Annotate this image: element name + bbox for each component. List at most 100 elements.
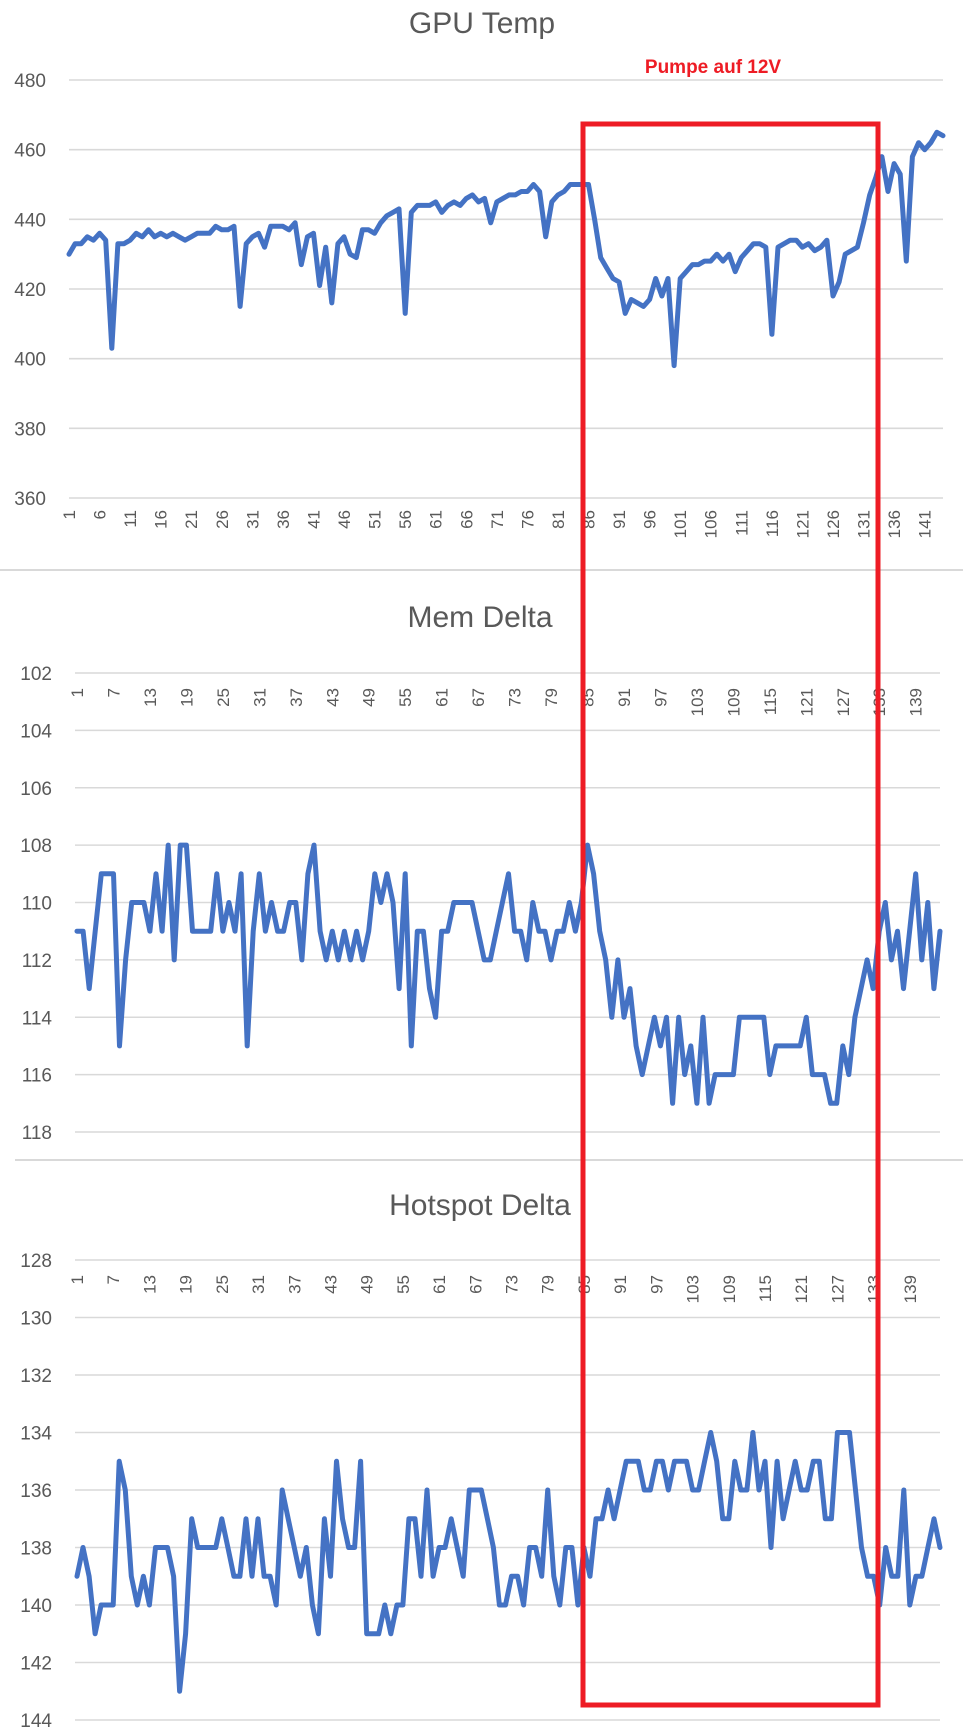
x-tick-label: 31 bbox=[249, 1275, 268, 1294]
x-tick-label: 25 bbox=[214, 688, 233, 707]
y-tick-label: 134 bbox=[20, 1424, 52, 1445]
x-tick-label: 13 bbox=[140, 1275, 159, 1294]
x-tick-label: 19 bbox=[177, 1275, 196, 1294]
x-tick-label: 19 bbox=[177, 688, 196, 707]
x-tick-label: 31 bbox=[243, 510, 262, 529]
x-tick-label: 37 bbox=[285, 1275, 304, 1294]
x-tick-label: 121 bbox=[792, 1275, 811, 1303]
x-tick-label: 6 bbox=[91, 510, 110, 519]
x-tick-label: 25 bbox=[213, 1275, 232, 1294]
x-tick-label: 49 bbox=[360, 688, 379, 707]
chart-title: Mem Delta bbox=[407, 601, 552, 634]
x-tick-label: 81 bbox=[549, 510, 568, 529]
x-tick-label: 21 bbox=[182, 510, 201, 529]
x-tick-label: 66 bbox=[457, 510, 476, 529]
x-tick-label: 46 bbox=[335, 510, 354, 529]
mem-delta-chart: Mem Delta 102 104 106 108 110 112 114 116 118 1 7… bbox=[20, 601, 943, 1144]
y-tick-label: 130 bbox=[20, 1309, 52, 1330]
y-tick-label: 106 bbox=[20, 779, 52, 800]
x-tick-label: 97 bbox=[651, 688, 670, 707]
chart-title: Hotspot Delta bbox=[389, 1189, 571, 1222]
x-axis: 1 7 13 19 25 31 37 43 49 55 61 67 73 79 85 91 97 103 109 11… bbox=[68, 1275, 920, 1303]
x-tick-label: 36 bbox=[274, 510, 293, 529]
y-tick-label: 136 bbox=[20, 1481, 52, 1502]
x-tick-label: 106 bbox=[702, 510, 721, 538]
y-tick-label: 116 bbox=[22, 1066, 52, 1087]
x-tick-label: 67 bbox=[466, 1275, 485, 1294]
x-tick-label: 136 bbox=[885, 510, 904, 538]
y-axis: 480 460 440 420 400 380 360 bbox=[14, 71, 943, 510]
x-tick-label: 121 bbox=[793, 510, 812, 538]
x-tick-label: 11 bbox=[121, 510, 140, 528]
x-tick-label: 55 bbox=[394, 1275, 413, 1294]
x-tick-label: 67 bbox=[469, 688, 488, 707]
y-tick-label: 118 bbox=[22, 1123, 52, 1144]
y-tick-label: 132 bbox=[20, 1366, 52, 1387]
y-tick-label: 142 bbox=[20, 1654, 52, 1675]
hotspot-delta-line bbox=[74, 1430, 943, 1694]
x-axis: 1 6 11 16 21 26 31 36 41 46 51 56 61 66 71 76 81 86 91 96 10… bbox=[60, 510, 935, 538]
y-tick-label: 128 bbox=[20, 1251, 52, 1272]
x-tick-label: 79 bbox=[539, 1275, 558, 1294]
x-tick-label: 1 bbox=[60, 510, 79, 519]
mem-delta-line bbox=[74, 842, 943, 1106]
x-tick-label: 133 bbox=[865, 1275, 884, 1303]
x-tick-label: 103 bbox=[688, 688, 707, 716]
y-tick-label: 460 bbox=[14, 141, 46, 162]
y-tick-label: 480 bbox=[14, 71, 46, 92]
x-tick-label: 31 bbox=[250, 688, 269, 707]
y-axis: 128 130 132 134 136 138 140 142 144 bbox=[20, 1251, 940, 1732]
x-tick-label: 103 bbox=[684, 1275, 703, 1303]
x-tick-label: 61 bbox=[427, 510, 446, 529]
x-tick-label: 43 bbox=[321, 1275, 340, 1294]
x-tick-label: 61 bbox=[433, 688, 452, 707]
y-tick-label: 114 bbox=[22, 1008, 53, 1029]
y-tick-label: 420 bbox=[14, 280, 46, 301]
y-tick-label: 112 bbox=[22, 951, 52, 972]
y-tick-label: 380 bbox=[14, 419, 46, 440]
x-tick-label: 26 bbox=[213, 510, 232, 529]
y-tick-label: 440 bbox=[14, 210, 46, 231]
x-tick-label: 127 bbox=[834, 688, 853, 716]
x-tick-label: 55 bbox=[396, 688, 415, 707]
x-tick-label: 101 bbox=[671, 510, 690, 538]
x-tick-label: 96 bbox=[641, 510, 660, 529]
gpu-temp-line bbox=[66, 129, 946, 369]
x-tick-label: 116 bbox=[763, 510, 782, 537]
x-tick-label: 97 bbox=[647, 1275, 666, 1294]
x-tick-label: 71 bbox=[488, 510, 507, 529]
x-tick-label: 139 bbox=[901, 1275, 920, 1303]
x-tick-label: 109 bbox=[720, 1275, 739, 1303]
x-tick-label: 13 bbox=[141, 688, 160, 707]
y-tick-label: 110 bbox=[22, 894, 52, 915]
y-tick-label: 140 bbox=[20, 1596, 52, 1617]
x-tick-label: 139 bbox=[907, 688, 926, 716]
y-tick-label: 144 bbox=[20, 1711, 52, 1732]
x-tick-label: 115 bbox=[761, 688, 780, 715]
x-tick-label: 73 bbox=[503, 1275, 522, 1294]
x-tick-label: 56 bbox=[396, 510, 415, 529]
x-tick-label: 79 bbox=[542, 688, 561, 707]
x-tick-label: 41 bbox=[304, 510, 323, 529]
x-tick-label: 121 bbox=[797, 688, 816, 716]
hotspot-delta-chart: Hotspot Delta 12813013213413613814014214… bbox=[20, 1189, 943, 1732]
x-tick-label: 7 bbox=[104, 1275, 123, 1284]
x-tick-label: 7 bbox=[104, 688, 123, 697]
chart-title: GPU Temp bbox=[409, 7, 555, 40]
y-tick-label: 104 bbox=[20, 721, 52, 742]
y-tick-label: 108 bbox=[20, 836, 52, 857]
x-tick-label: 73 bbox=[506, 688, 525, 707]
annotation-box bbox=[580, 121, 881, 1708]
x-tick-label: 141 bbox=[916, 510, 935, 538]
x-tick-label: 1 bbox=[68, 688, 87, 697]
x-tick-label: 61 bbox=[430, 1275, 449, 1294]
x-tick-label: 43 bbox=[323, 688, 342, 707]
annotation-label: Pumpe auf 12V bbox=[645, 57, 782, 78]
x-tick-label: 16 bbox=[152, 510, 171, 529]
y-tick-label: 102 bbox=[20, 664, 52, 685]
x-tick-label: 115 bbox=[756, 1275, 775, 1302]
x-tick-label: 109 bbox=[724, 688, 743, 716]
x-axis: 1 7 13 19 25 31 37 43 49 55 61 67 73 79 85 91 97 103 109 11… bbox=[68, 688, 926, 716]
